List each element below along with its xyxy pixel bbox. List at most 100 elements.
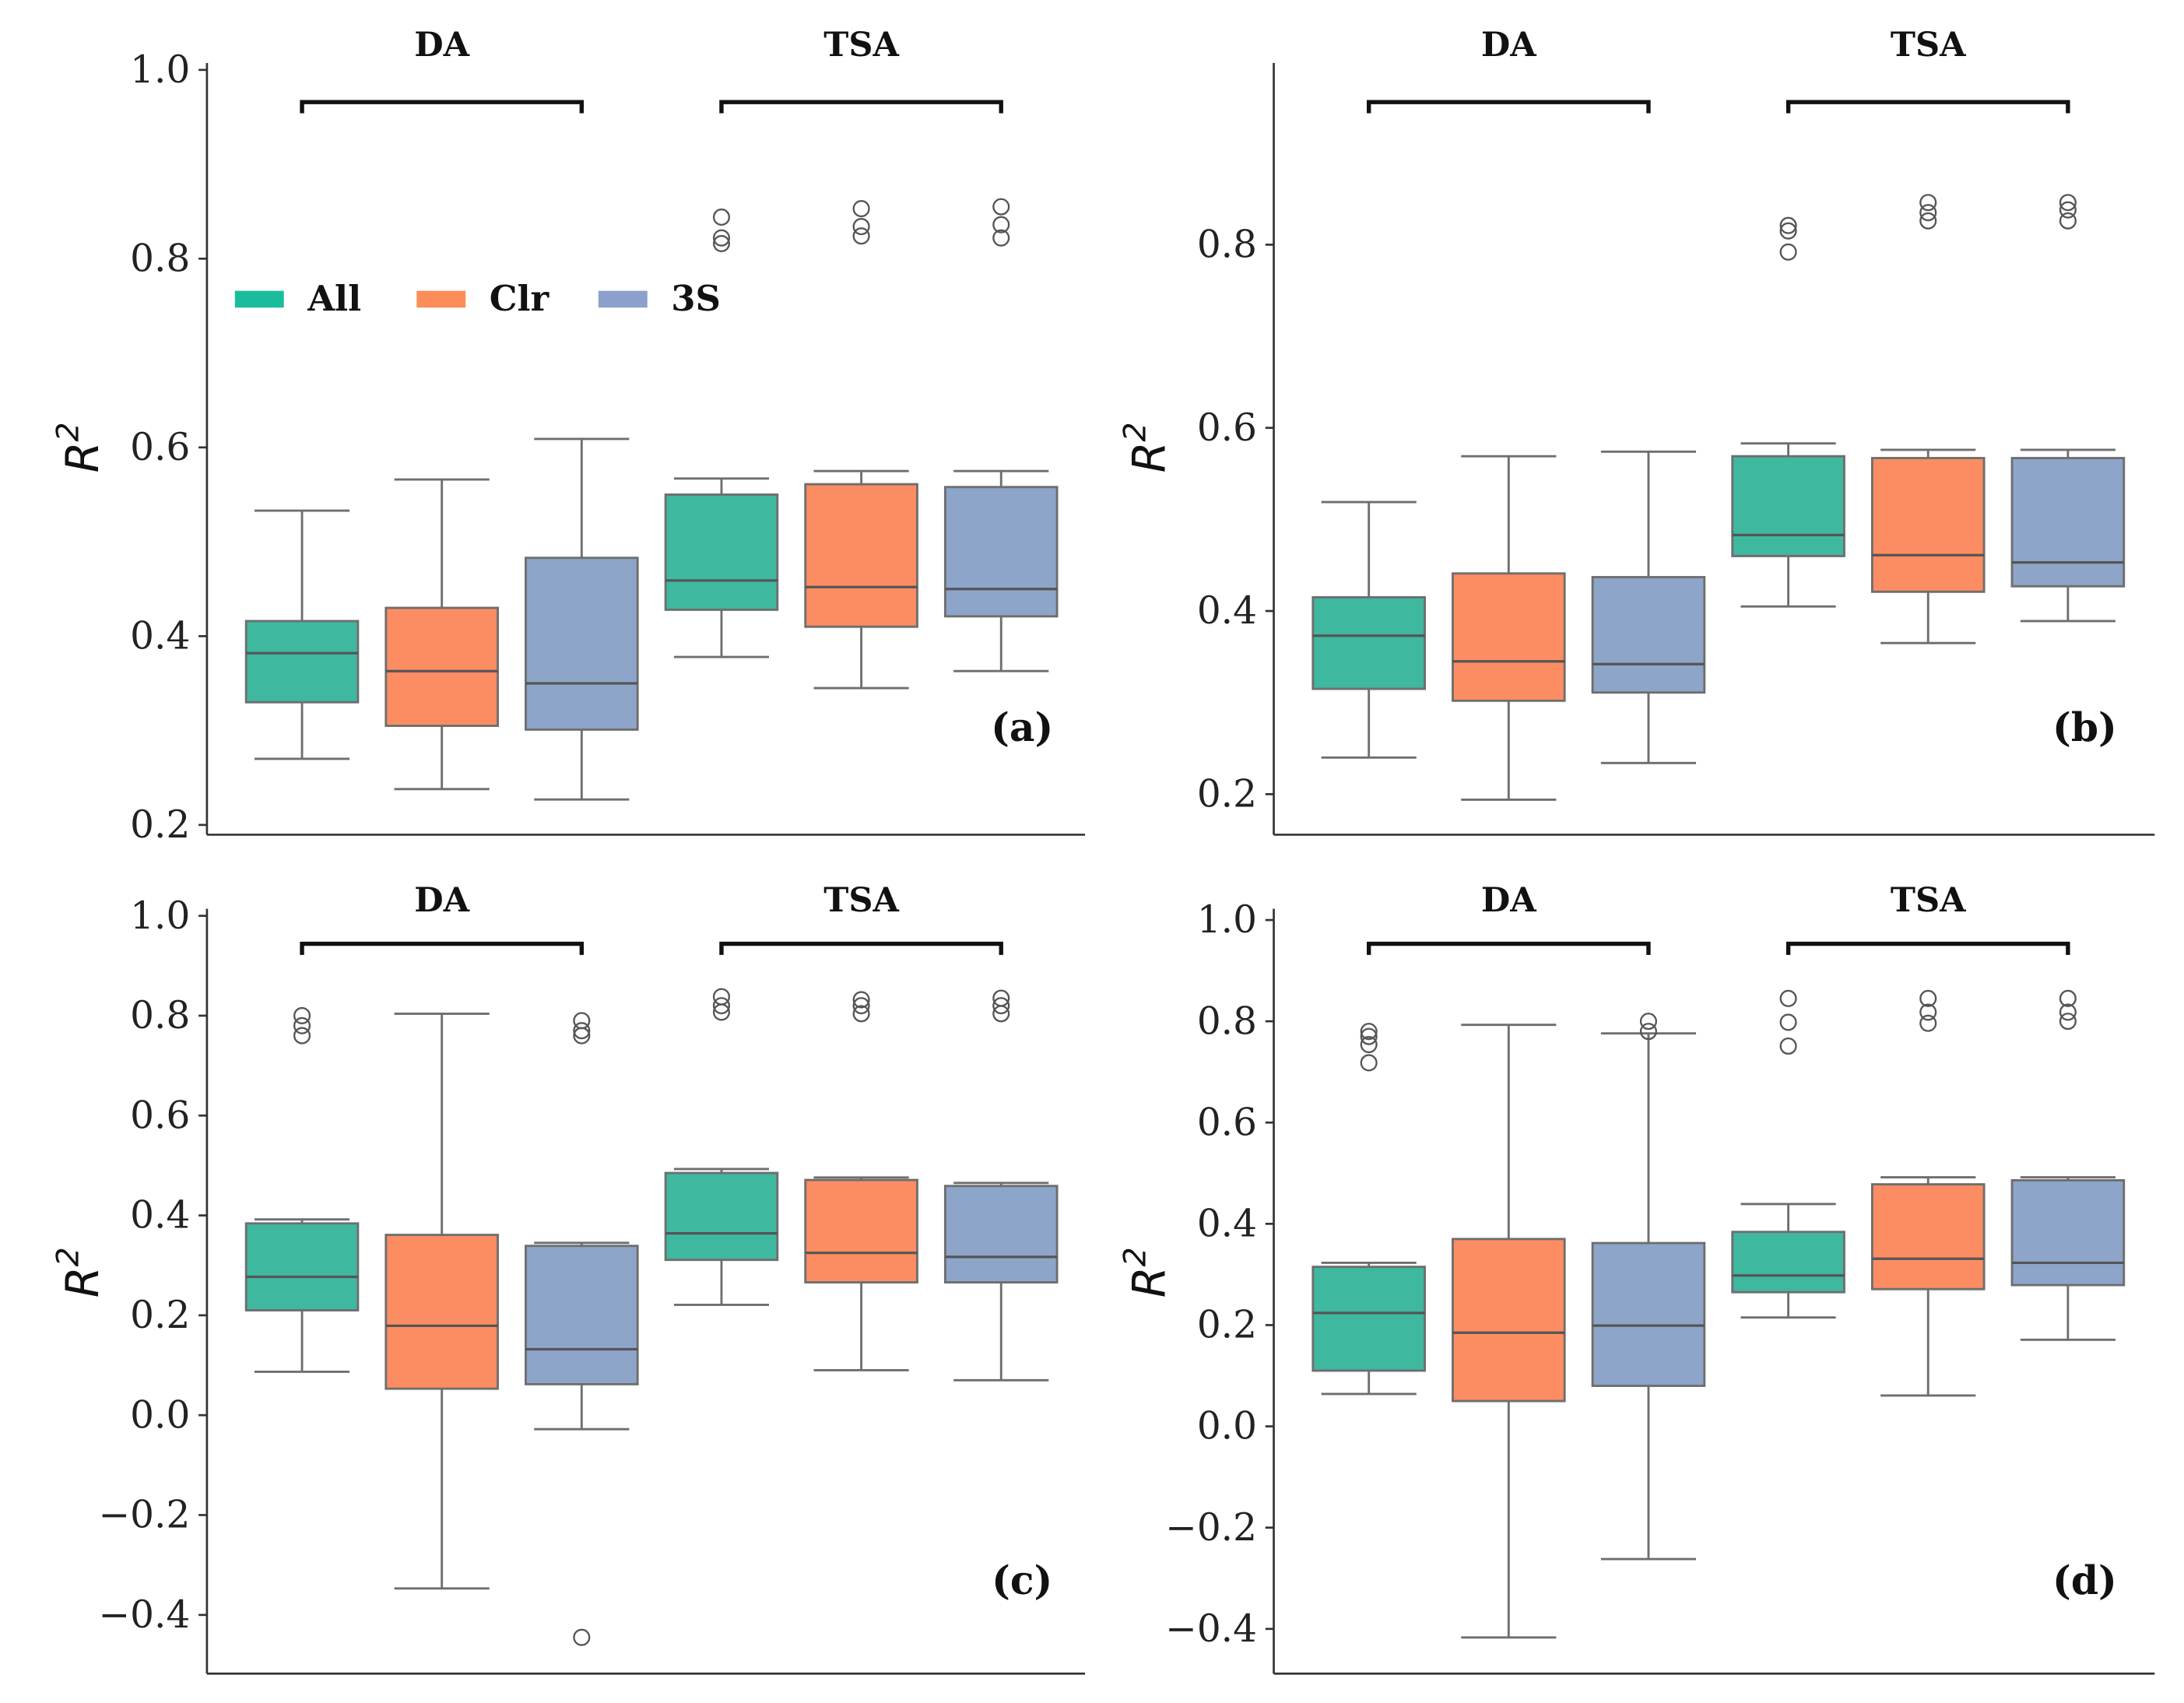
box-tsa-clr: [1870, 989, 1986, 1397]
panel-b: 0.8 0.6 0.4 0.2 R2 DA TSA (b): [1117, 26, 2155, 836]
box-iqr: [384, 606, 499, 727]
box-tsa-3s: [943, 989, 1059, 1382]
outlier-point: [1779, 989, 1797, 1007]
box-iqr: [1731, 1231, 1845, 1294]
outlier-point: [992, 1005, 1010, 1023]
group-bracket-tsa: [1785, 941, 2070, 955]
y-tick-label: 0.0: [130, 1393, 190, 1437]
y-tick-label: 0.2: [1197, 1304, 1257, 1347]
box-iqr: [384, 1234, 499, 1390]
outlier-point: [293, 1027, 311, 1045]
box-iqr: [244, 620, 360, 704]
outlier-point: [1360, 1054, 1378, 1072]
box-tsa-all: [1731, 216, 1845, 608]
y-tick-label: 1.0: [1197, 898, 1257, 942]
y-tick-label: 0.8: [1197, 999, 1257, 1043]
box-da-all: [244, 1006, 360, 1373]
box-da-clr: [384, 1012, 499, 1590]
box-iqr: [1452, 1238, 1566, 1403]
outlier-point: [573, 1628, 591, 1646]
y-tick-label: 0.4: [130, 615, 190, 658]
box-da-all: [244, 509, 360, 760]
outlier-point: [992, 997, 1010, 1015]
outlier-point: [1360, 1036, 1378, 1054]
box-da-3s: [1591, 450, 1706, 764]
outlier-point: [712, 234, 731, 252]
outlier-point: [712, 988, 731, 1006]
panel-label: (d): [2052, 1557, 2117, 1603]
box-iqr: [1591, 576, 1706, 694]
y-axis-label-superscript: 2: [1117, 422, 1153, 441]
legend-label-clr: Clr: [490, 278, 550, 319]
outlier-point: [712, 997, 731, 1015]
y-axis-label: R2: [1117, 422, 1175, 472]
group-label-da: DA: [414, 26, 469, 65]
box-tsa-3s: [943, 198, 1059, 672]
y-axis-label: R2: [51, 422, 109, 472]
y-tick-label: 1.0: [130, 894, 190, 938]
group-label-da: DA: [414, 881, 469, 920]
outlier-point: [852, 200, 870, 218]
panel-label: (c): [992, 1557, 1052, 1603]
group-label-da: DA: [1481, 26, 1536, 65]
outlier-point: [712, 208, 731, 226]
outlier-point: [1360, 1027, 1378, 1045]
outlier-point: [852, 218, 870, 236]
outlier-point: [1779, 222, 1797, 240]
outlier-point: [2059, 212, 2077, 230]
outlier-point: [1919, 1003, 1937, 1021]
y-axis-label: R2: [1117, 1247, 1175, 1297]
group-label-tsa: TSA: [823, 26, 899, 65]
box-tsa-clr: [804, 991, 918, 1371]
outlier-point: [852, 1005, 870, 1023]
panel-label: (a): [991, 704, 1053, 750]
outlier-point: [852, 991, 870, 1009]
box-tsa-3s: [2010, 194, 2126, 623]
box-iqr: [804, 483, 918, 628]
outlier-point: [1919, 1014, 1937, 1032]
y-axis-label-base: R: [57, 441, 109, 472]
legend-swatch-3s: [598, 290, 648, 308]
outlier-point: [1779, 216, 1797, 234]
y-tick-label: 0.2: [130, 1294, 190, 1337]
legend-swatch-all: [234, 290, 284, 308]
group-bracket-tsa: [719, 941, 1003, 955]
box-da-3s: [525, 437, 639, 801]
box-da-all: [1311, 500, 1426, 759]
y-axis-label-base: R: [57, 1266, 109, 1297]
box-iqr: [664, 493, 779, 611]
outlier-point: [293, 1017, 311, 1034]
legend-swatch-clr: [416, 290, 466, 308]
y-axis-label-base: R: [1123, 1266, 1175, 1297]
outlier-point: [573, 1022, 591, 1040]
box-da-clr: [1452, 1024, 1566, 1639]
outlier-point: [1779, 1013, 1797, 1031]
box-tsa-3s: [2010, 989, 2126, 1341]
box-tsa-clr: [804, 200, 918, 690]
outlier-point: [573, 1027, 591, 1045]
legend: All Clr 3S: [234, 278, 721, 319]
box-iqr: [943, 486, 1059, 618]
box-tsa-all: [664, 208, 779, 658]
outlier-point: [1779, 243, 1797, 261]
y-axis-label-superscript: 2: [51, 422, 86, 441]
group-bracket-da: [1366, 100, 1651, 114]
box-iqr: [1870, 1183, 1986, 1290]
outlier-point: [2059, 989, 2077, 1007]
y-tick-label: 0.6: [130, 426, 190, 469]
outlier-point: [1360, 1023, 1378, 1041]
outlier-point: [1919, 194, 1937, 212]
outlier-point: [1919, 989, 1937, 1007]
box-iqr: [1311, 595, 1426, 690]
outlier-point: [992, 198, 1010, 216]
box-da-all: [1311, 1023, 1426, 1396]
outlier-point: [1919, 212, 1937, 230]
y-tick-label: 0.8: [130, 237, 190, 280]
outlier-point: [852, 227, 870, 245]
box-iqr: [1731, 455, 1845, 557]
y-axis-label: R2: [51, 1247, 109, 1297]
outlier-point: [2059, 1003, 2077, 1021]
panel-a: 1.0 0.8 0.6 0.4 0.2 R2 DA TSA (a) All Clr 3S: [51, 26, 1086, 847]
outlier-point: [992, 229, 1010, 247]
box-iqr: [1591, 1241, 1706, 1387]
